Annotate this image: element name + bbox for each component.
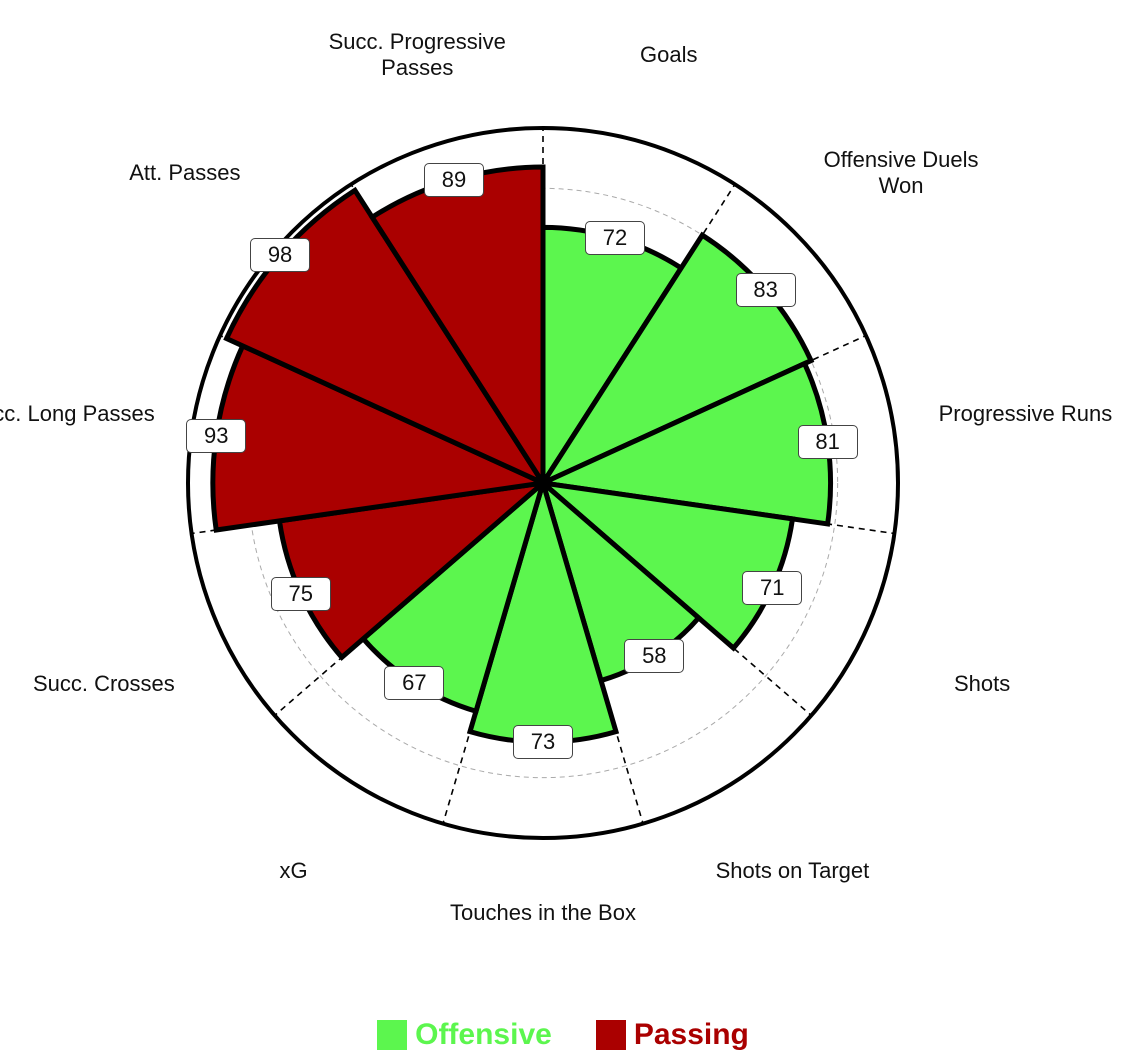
value-label: 93 — [186, 419, 247, 453]
legend-label: Passing — [633, 1018, 749, 1051]
legend-item: Passing — [595, 1018, 749, 1052]
category-label: Offensive Duels Won — [823, 146, 979, 198]
legend-swatch — [595, 1020, 626, 1050]
category-label: Att. Passes — [129, 159, 241, 185]
value-label: 71 — [742, 570, 803, 605]
value-label: 83 — [735, 273, 796, 308]
category-label: Succ. Progressive Passes — [328, 28, 506, 80]
value-label: 75 — [270, 576, 331, 611]
value-label: 67 — [384, 666, 445, 701]
value-label: 58 — [624, 639, 685, 674]
category-label: Succ. Crosses — [32, 670, 175, 696]
value-label: 81 — [797, 425, 858, 460]
legend-swatch — [377, 1020, 408, 1050]
legend: Offensive Passing — [0, 1018, 1126, 1052]
legend-item: Offensive — [377, 1018, 552, 1052]
category-label: Shots on Target — [715, 858, 870, 884]
category-label: Touches in the Box — [450, 900, 636, 925]
category-label: Succ. Long Passes — [0, 400, 155, 426]
category-label: Goals — [639, 41, 698, 67]
value-label: 98 — [250, 238, 311, 273]
legend-label: Offensive — [415, 1018, 552, 1051]
center — [537, 477, 549, 489]
category-label: Progressive Runs — [938, 400, 1113, 426]
value-label: 72 — [585, 220, 645, 255]
category-label: xG — [279, 858, 308, 884]
category-label: Shots — [953, 670, 1011, 696]
value-label: 89 — [423, 162, 484, 197]
value-label: 73 — [513, 725, 573, 760]
